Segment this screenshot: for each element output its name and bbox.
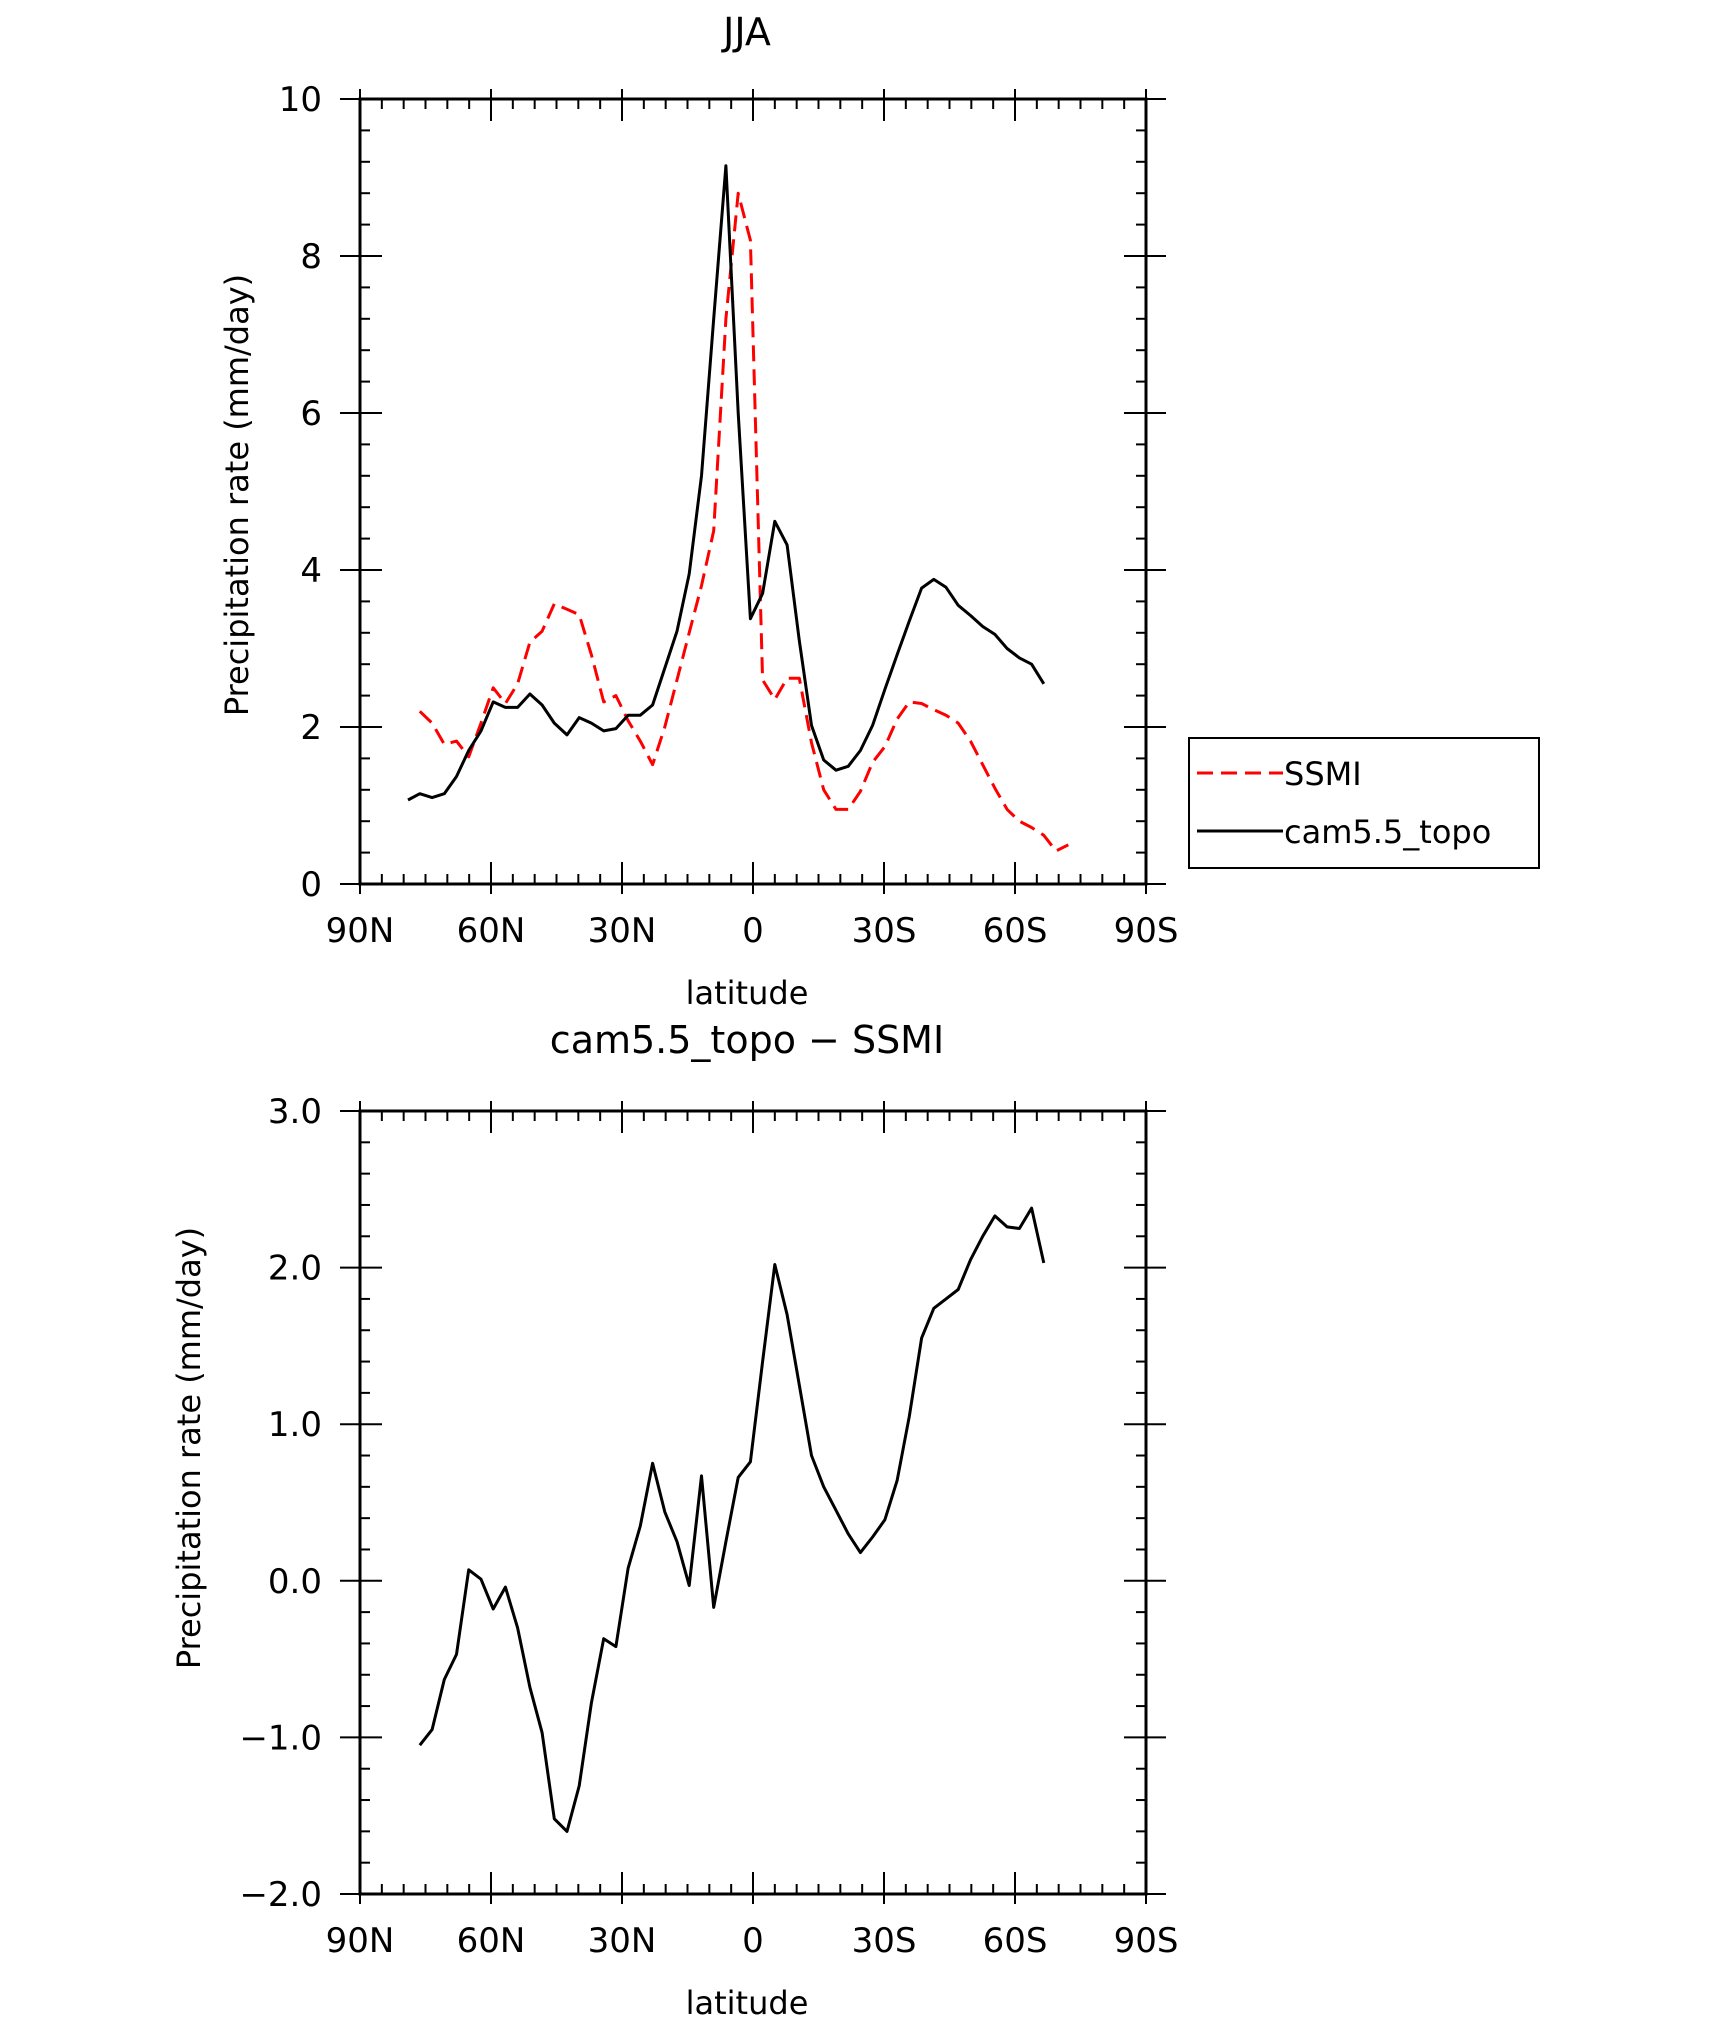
bottom-x-tick-label: 30N <box>588 1921 657 1961</box>
top-x-tick-label: 90S <box>1114 911 1179 951</box>
legend-label-cam5-5-topo: cam5.5_topo <box>1284 813 1491 851</box>
bottom-chart-title: cam5.5_topo − SSMI <box>550 1018 944 1062</box>
bottom-plot-frame <box>358 1109 1148 1896</box>
bottom-y-tick-label: 3.0 <box>268 1092 322 1132</box>
top-chart-y-axis-label: Precipitation rate (mm/day) <box>218 274 256 716</box>
top-x-tick-label: 30S <box>852 911 917 951</box>
top-x-tick-label: 90N <box>326 911 395 951</box>
bottom-chart-panel: cam5.5_topo − SSMI Precipitation rate (m… <box>170 1018 1178 2021</box>
top-chart-panel: JJA Precipitation rate (mm/day) latitude… <box>218 10 1540 1012</box>
bottom-y-tick-label: 2.0 <box>268 1249 322 1289</box>
top-y-tick-label: 2 <box>300 708 322 748</box>
top-series-line-ssmi <box>418 191 1069 853</box>
bottom-x-tick-label: 90S <box>1114 1921 1179 1961</box>
legend-box <box>1188 737 1540 869</box>
bottom-chart-x-axis-label: latitude <box>686 1984 809 2021</box>
bottom-y-tick-label: −1.0 <box>239 1718 322 1758</box>
top-x-tick-label: 60N <box>457 911 526 951</box>
bottom-x-tick-label: 60N <box>457 1921 526 1961</box>
top-y-tick-label: 0 <box>300 865 322 905</box>
bottom-y-tick-label: 1.0 <box>268 1405 322 1445</box>
top-x-tick-label: 0 <box>742 911 764 951</box>
top-x-tick-label: 60S <box>983 911 1048 951</box>
top-chart-title: JJA <box>721 10 771 54</box>
legend-label-ssmi: SSMI <box>1284 755 1362 793</box>
bottom-y-tick-label: −2.0 <box>239 1875 322 1915</box>
top-y-tick-label: 6 <box>300 394 322 434</box>
bottom-x-tick-label: 90N <box>326 1921 395 1961</box>
top-plot-frame <box>358 97 1148 886</box>
top-y-tick-label: 4 <box>300 551 322 591</box>
bottom-chart-y-axis-label: Precipitation rate (mm/day) <box>170 1227 208 1669</box>
bottom-x-tick-label: 60S <box>983 1921 1048 1961</box>
top-y-tick-label: 10 <box>279 80 322 120</box>
top-chart-legend: SSMI cam5.5_topo <box>1188 737 1540 869</box>
bottom-series-line-cam5-5-topo-ssmi <box>418 1206 1046 1833</box>
top-x-tick-label: 30N <box>588 911 657 951</box>
bottom-x-tick-label: 0 <box>742 1921 764 1961</box>
top-series-line-cam5-5-topo <box>407 164 1046 802</box>
bottom-x-tick-label: 30S <box>852 1921 917 1961</box>
bottom-y-tick-label: 0.0 <box>268 1562 322 1602</box>
top-y-tick-label: 8 <box>300 237 322 277</box>
top-chart-x-axis-label: latitude <box>686 974 809 1012</box>
